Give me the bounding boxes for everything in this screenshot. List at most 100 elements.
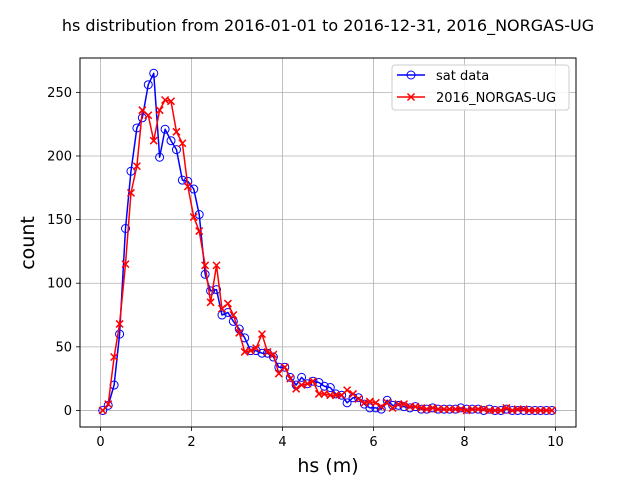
data-point xyxy=(280,363,289,372)
y-tick-label: 0 xyxy=(64,404,72,419)
data-point xyxy=(115,319,124,328)
data-point xyxy=(104,400,113,409)
data-point xyxy=(331,391,340,400)
series-0 xyxy=(98,68,557,415)
chart-title: hs distribution from 2016-01-01 to 2016-… xyxy=(62,16,594,36)
y-ticks: 0 50 100 150 200 250 xyxy=(47,86,80,419)
data-point xyxy=(155,106,164,115)
data-point xyxy=(343,386,352,395)
data-point xyxy=(496,406,505,415)
data-point xyxy=(98,405,108,415)
data-point xyxy=(274,369,283,378)
data-point xyxy=(144,111,153,120)
x-axis-label: hs (m) xyxy=(297,455,358,477)
x-tick-label: 8 xyxy=(460,435,468,450)
data-point xyxy=(342,398,352,408)
data-point xyxy=(121,224,131,234)
data-point xyxy=(502,403,511,412)
data-point xyxy=(280,362,290,372)
data-point xyxy=(297,372,307,382)
data-point xyxy=(411,402,420,411)
legend-box xyxy=(391,64,570,111)
data-point xyxy=(206,298,215,307)
series-line xyxy=(102,99,552,412)
legend-marker xyxy=(406,92,416,102)
series-line xyxy=(102,72,552,412)
data-point xyxy=(223,299,232,308)
data-point xyxy=(166,136,176,146)
data-point xyxy=(189,213,198,222)
data-point xyxy=(160,124,170,134)
data-point xyxy=(547,406,556,415)
data-point xyxy=(445,405,454,414)
legend-entry-0 xyxy=(397,70,425,80)
data-point xyxy=(201,261,210,270)
y-tick-label: 100 xyxy=(47,277,72,292)
data-point xyxy=(110,352,119,362)
data-point xyxy=(246,346,255,355)
data-point xyxy=(399,400,409,409)
data-point xyxy=(143,80,153,90)
data-point xyxy=(479,405,488,414)
data-point xyxy=(235,328,244,337)
data-point xyxy=(399,402,409,412)
data-point xyxy=(536,406,545,415)
data-point xyxy=(252,344,261,353)
data-point xyxy=(308,377,318,386)
data-point xyxy=(468,405,477,414)
x-tick-label: 4 xyxy=(278,435,286,450)
data-point xyxy=(166,97,176,106)
data-point xyxy=(178,139,187,148)
data-point xyxy=(376,404,386,414)
data-point xyxy=(308,376,318,386)
data-point xyxy=(257,330,267,339)
data-point xyxy=(263,347,272,356)
data-point xyxy=(126,166,136,176)
data-point xyxy=(513,405,522,414)
data-point xyxy=(365,403,375,413)
data-point xyxy=(325,383,335,393)
data-point xyxy=(212,261,221,270)
data-point xyxy=(286,374,295,383)
data-point xyxy=(183,182,192,191)
data-point xyxy=(149,68,159,78)
data-point xyxy=(422,405,431,414)
data-point xyxy=(354,394,363,404)
legend-label-1: 2016_NORGAS-UG xyxy=(436,91,556,106)
y-axis-label: count xyxy=(17,216,39,270)
y-tick-label: 150 xyxy=(47,213,72,228)
x-tick-label: 6 xyxy=(369,435,377,450)
data-point xyxy=(303,379,312,388)
data-point xyxy=(155,152,165,162)
data-point xyxy=(269,350,278,359)
legend-label-0: sat data xyxy=(436,69,489,84)
data-point xyxy=(525,406,534,415)
data-point xyxy=(115,329,125,339)
data-point xyxy=(240,347,249,356)
data-point xyxy=(194,210,204,220)
data-point xyxy=(371,398,380,407)
data-point xyxy=(268,352,278,362)
data-point xyxy=(195,227,204,236)
data-point xyxy=(377,402,386,411)
data-point xyxy=(121,260,130,269)
x-tick-label: 2 xyxy=(187,435,195,450)
data-point xyxy=(297,380,306,390)
data-point xyxy=(98,406,107,415)
data-point xyxy=(206,286,216,296)
legend-marker xyxy=(406,70,416,80)
data-point xyxy=(353,393,363,403)
data-point xyxy=(149,136,158,145)
data-point xyxy=(434,405,443,414)
y-tick-label: 200 xyxy=(47,149,72,164)
data-point xyxy=(319,381,329,391)
y-tick-label: 250 xyxy=(47,86,72,101)
data-point xyxy=(172,127,181,136)
series-1 xyxy=(98,95,556,415)
data-point xyxy=(365,397,374,406)
data-point xyxy=(126,188,135,197)
grid-lines xyxy=(80,58,576,427)
x-ticks: 0 2 4 6 8 10 xyxy=(96,427,564,450)
legend-entry-1 xyxy=(397,92,425,102)
